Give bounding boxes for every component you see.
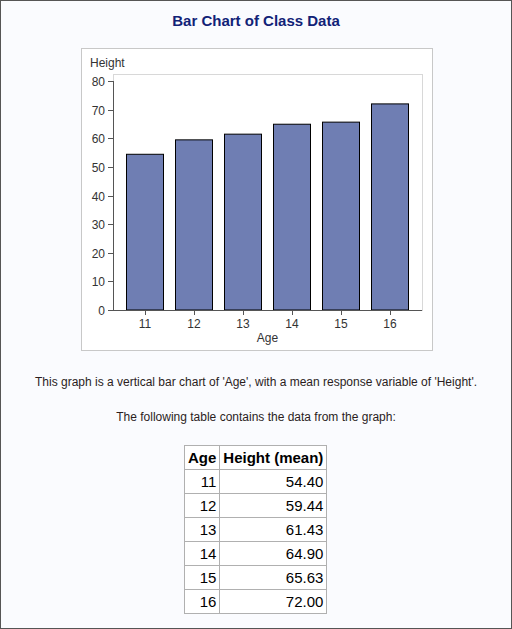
x-tick	[390, 310, 391, 315]
x-axis-line	[113, 310, 422, 311]
x-tick	[341, 310, 342, 315]
table-cell: 72.00	[220, 590, 327, 614]
table-row: 1361.43	[185, 518, 327, 542]
y-tick	[108, 167, 113, 168]
table-cell: 12	[185, 494, 220, 518]
y-tick-label: 50	[92, 161, 106, 175]
y-tick	[108, 196, 113, 197]
header-cell: Age	[185, 446, 220, 470]
y-tick	[108, 224, 113, 225]
y-tick-label: 20	[92, 247, 106, 261]
x-tick-label: 14	[285, 317, 299, 331]
chart-title: Bar Chart of Class Data	[0, 12, 512, 29]
bar	[372, 104, 409, 310]
x-tick-label: 11	[139, 317, 152, 331]
x-tick	[243, 310, 244, 315]
y-tick	[108, 310, 113, 311]
description: This graph is a vertical bar chart of 'A…	[0, 375, 512, 389]
y-tick	[108, 281, 113, 282]
y-tick-label: 0	[98, 304, 105, 318]
x-tick	[194, 310, 195, 315]
y-tick	[108, 138, 113, 139]
table-cell: 61.43	[220, 518, 327, 542]
x-tick-label: 13	[236, 317, 250, 331]
table-cell: 14	[185, 542, 220, 566]
y-tick-label: 70	[92, 104, 106, 118]
table-cell: 54.40	[220, 470, 327, 494]
table-cell: 16	[185, 590, 220, 614]
bar	[225, 134, 262, 310]
y-tick	[108, 253, 113, 254]
header-row: AgeHeight (mean)	[185, 446, 327, 470]
table-cell: 15	[185, 566, 220, 590]
data-table: AgeHeight (mean)1154.401259.441361.43146…	[184, 445, 327, 614]
y-tick	[108, 110, 113, 111]
y-tick-label: 10	[92, 275, 106, 289]
bar	[127, 154, 164, 310]
bars	[127, 104, 409, 310]
x-tick-label: 12	[187, 317, 201, 331]
table-row: 1672.00	[185, 590, 327, 614]
table-cell: 11	[185, 470, 220, 494]
table-row: 1154.40	[185, 470, 327, 494]
table-cell: 59.44	[220, 494, 327, 518]
y-tick-label: 60	[92, 132, 106, 146]
description: The following table contains the data fr…	[0, 410, 512, 424]
y-tick	[108, 81, 113, 82]
y-axis-line	[113, 81, 114, 310]
y-tick-label: 40	[92, 190, 106, 204]
y-tick-label: 80	[92, 75, 106, 89]
x-axis-label: Age	[257, 331, 279, 345]
table-row: 1565.63	[185, 566, 327, 590]
x-tick-label: 16	[383, 317, 397, 331]
x-tick-label: 15	[334, 317, 348, 331]
x-tick	[145, 310, 146, 315]
plot-frame	[114, 75, 423, 311]
y-axis-label: Height	[90, 56, 125, 70]
bar	[323, 122, 360, 310]
x-tick	[292, 310, 293, 315]
y-tick-label: 30	[92, 218, 106, 232]
bar	[274, 124, 311, 310]
table-cell: 64.90	[220, 542, 327, 566]
table-cell: 65.63	[220, 566, 327, 590]
table-cell: 13	[185, 518, 220, 542]
header-cell: Height (mean)	[220, 446, 327, 470]
table-row: 1259.44	[185, 494, 327, 518]
table-row: 1464.90	[185, 542, 327, 566]
chart-box	[82, 49, 433, 351]
bar	[176, 140, 213, 310]
